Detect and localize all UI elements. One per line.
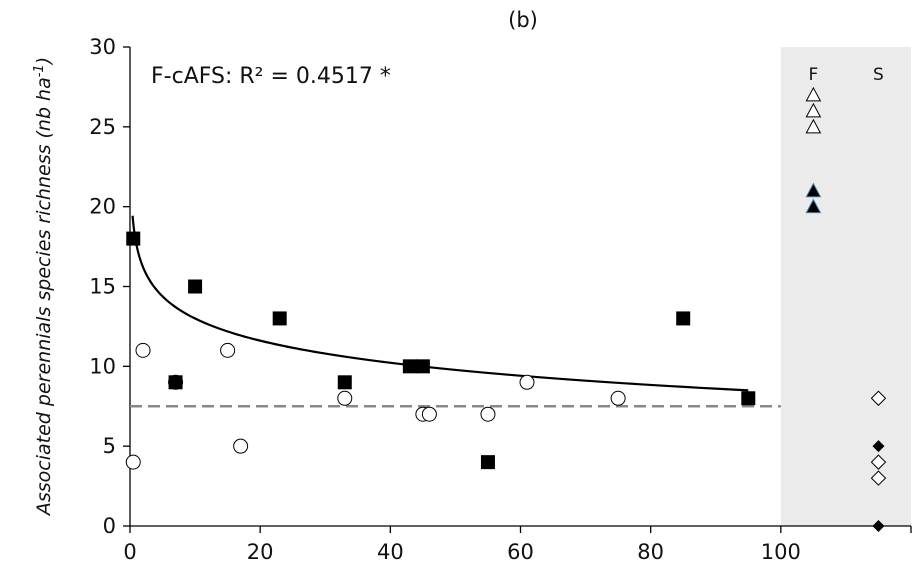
data-point-circle-open xyxy=(220,342,236,358)
y-tick-label: 20 xyxy=(89,195,116,219)
y-axis-label-unit: (nb ha xyxy=(33,77,55,138)
x-tick-label: 60 xyxy=(507,540,534,564)
y-tick-label: 25 xyxy=(89,115,116,139)
reference-point-diamond-filled xyxy=(872,520,885,532)
reference-column-label: F xyxy=(808,65,818,85)
data-point-circle-open xyxy=(337,390,353,406)
reference-point-triangle-open xyxy=(805,118,822,134)
x-axis: 0 20 40 60 80 100 xyxy=(123,525,912,564)
reference-point-triangle-filled xyxy=(805,198,822,214)
data-point-square-filled xyxy=(676,311,691,326)
data-point-square-filled xyxy=(188,279,203,294)
y-tick-label: 15 xyxy=(89,275,116,299)
data-point-circle-open xyxy=(125,454,141,470)
reference-point-diamond-open xyxy=(870,454,887,470)
x-tick-label: 100 xyxy=(761,540,801,564)
data-point-circle-open xyxy=(480,406,496,422)
y-axis-label-unit-close: ) xyxy=(33,57,55,66)
y-tick-label: 5 xyxy=(103,434,116,458)
trendline-group xyxy=(131,215,749,392)
x-tick-label: 0 xyxy=(123,540,136,564)
reference-point-diamond-open xyxy=(870,390,887,406)
data-point-square-filled xyxy=(337,375,352,390)
reference-point-triangle-open xyxy=(805,102,822,118)
data-point-circle-open xyxy=(233,438,249,454)
data-point-square-filled xyxy=(168,375,183,390)
reference-column-label: S xyxy=(873,65,884,85)
data-point-square-filled xyxy=(415,359,430,374)
reference-markers xyxy=(805,86,887,532)
data-point-square-filled xyxy=(741,391,756,406)
y-axis-label-text: Associated perennials species richness xyxy=(33,144,55,517)
y-tick-label: 30 xyxy=(89,35,116,59)
data-point-circle-open xyxy=(519,374,535,390)
reference-point-triangle-open xyxy=(805,86,822,102)
x-tick-label: 20 xyxy=(247,540,274,564)
data-point-square-filled xyxy=(402,359,417,374)
data-point-square-filled xyxy=(126,231,141,246)
reference-point-diamond-open xyxy=(870,470,887,486)
reference-panel-background xyxy=(780,47,911,526)
data-point-circle-open xyxy=(135,342,151,358)
y-axis-label: Associated perennials species richness (n… xyxy=(32,57,55,517)
reference-point-diamond-filled xyxy=(872,440,885,453)
data-point-circle-open xyxy=(610,390,626,406)
data-point-square-filled xyxy=(480,455,495,470)
series-points xyxy=(125,231,756,470)
reference-point-triangle-filled xyxy=(805,182,822,198)
chart-title: (b) xyxy=(508,8,538,32)
x-tick-label: 80 xyxy=(637,540,664,564)
y-axis: 0 5 10 15 20 25 30 xyxy=(89,35,131,538)
trendline xyxy=(131,215,749,392)
y-axis-label-unit-exponent: -1 xyxy=(32,64,47,77)
data-point-square-filled xyxy=(272,311,287,326)
data-point-circle-open xyxy=(421,406,437,422)
y-tick-label: 0 xyxy=(103,514,116,538)
regression-annotation: F-cAFS: R² = 0.4517 * xyxy=(151,64,391,89)
x-tick-label: 40 xyxy=(377,540,404,564)
y-tick-label: 10 xyxy=(89,354,116,378)
